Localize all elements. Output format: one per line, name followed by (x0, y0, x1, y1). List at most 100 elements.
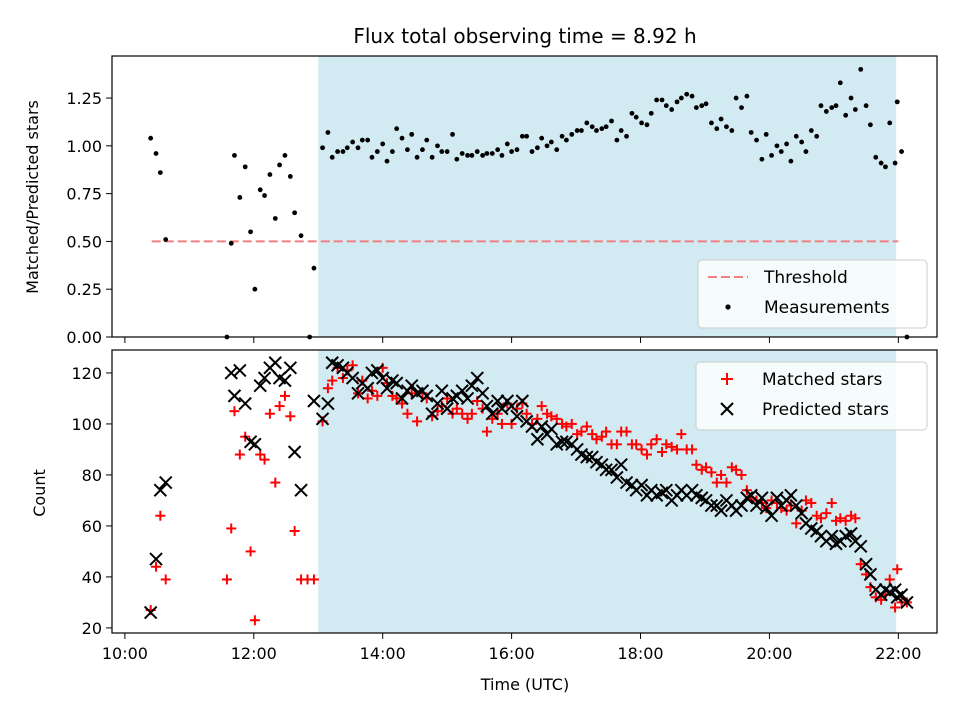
measurement-point (892, 160, 898, 166)
ratio-panel: 0.00 0.25 0.50 0.75 1.00 1.25 Matched/Predict… (23, 55, 938, 347)
measurement-point (739, 105, 744, 111)
predicted-star-point (243, 435, 258, 449)
predicted-star-point (159, 475, 173, 490)
predicted-star-point (248, 437, 262, 452)
measurement-point (778, 149, 784, 154)
measurement-point (548, 139, 554, 145)
ratio-legend: Threshold Measurements (697, 259, 928, 329)
measurement-point (718, 116, 724, 122)
predicted-star-point (495, 401, 509, 416)
measurement-point (899, 149, 904, 154)
matched-star-point (496, 418, 507, 429)
legend-threshold-label: Threshold (763, 268, 848, 288)
count-panel: 20 40 60 80 100 120 10:00 12:00 14:00 16:00 18:00 2… (30, 349, 938, 694)
measurement-point (633, 114, 639, 120)
y-tick-label: 20 (82, 619, 102, 638)
measurement-point (829, 105, 835, 111)
matched-star-point (657, 446, 667, 457)
predicted-star-point (395, 391, 409, 406)
predicted-star-point (149, 552, 163, 566)
measurement-point (519, 133, 525, 139)
legend-predicted-swatch (720, 402, 734, 416)
measurement-point (489, 151, 495, 156)
y-tick-label: 60 (82, 517, 102, 536)
matched-star-point (255, 449, 266, 460)
matched-star-point (546, 411, 557, 422)
predicted-star-point (375, 371, 390, 385)
measurement-point (837, 80, 843, 86)
measurement-point (589, 124, 595, 130)
matched-star-point (736, 469, 747, 480)
y-tick-label: 1.00 (66, 137, 102, 156)
measurement-point (365, 137, 371, 143)
matched-star-point (289, 526, 300, 537)
measurement-point (818, 103, 824, 109)
predicted-star-point (844, 526, 858, 541)
predicted-star-point (294, 483, 308, 497)
predicted-star-point (770, 491, 784, 505)
matched-star-point (566, 418, 577, 429)
predicted-star-point (580, 450, 594, 464)
predicted-star-point (634, 478, 649, 492)
predicted-star-point (380, 381, 394, 395)
matched-star-point (711, 477, 722, 488)
predicted-star-point (485, 407, 499, 421)
predicted-star-point (351, 386, 365, 401)
measurement-point (774, 143, 780, 149)
matched-star-point (771, 497, 782, 508)
x-axis-label: Time (UTC) (480, 675, 569, 694)
measurement-point (282, 153, 288, 158)
matched-star-point (621, 426, 632, 437)
matched-star-point (397, 398, 408, 409)
predicted-star-point (784, 488, 798, 503)
predicted-star-point (504, 399, 519, 413)
predicted-star-point (599, 463, 613, 477)
measurement-point (823, 109, 829, 114)
matched-star-point (892, 564, 903, 575)
predicted-star-point (544, 422, 559, 436)
measurement-point (678, 95, 684, 101)
y-tick-label: 40 (82, 568, 102, 587)
measurement-point (499, 153, 505, 158)
matched-star-point (561, 421, 572, 432)
x-tick-label: 14:00 (360, 644, 406, 663)
measurement-point (709, 120, 714, 126)
predicted-star-point (794, 506, 809, 520)
measurement-point (793, 133, 799, 139)
measurement-point (350, 139, 356, 145)
matched-star-point (821, 508, 832, 519)
matched-star-point (270, 477, 281, 488)
predicted-star-point (759, 501, 773, 515)
measurement-point (654, 97, 660, 103)
measurement-point (277, 162, 282, 168)
measurement-point (644, 122, 650, 128)
measurement-point (405, 147, 410, 153)
measurement-point (754, 137, 759, 143)
measurement-point (389, 149, 395, 154)
measurement-point (340, 149, 346, 154)
measurement-point (469, 153, 475, 158)
matched-star-point (279, 390, 290, 401)
predicted-star-point (490, 394, 505, 408)
measurement-point (262, 193, 267, 198)
x-tick-label: 20:00 (746, 644, 792, 663)
matched-star-point (884, 574, 895, 585)
measurement-point (703, 101, 709, 107)
measurement-point (574, 128, 580, 133)
matched-star-point (850, 513, 861, 524)
measurement-point (808, 128, 814, 133)
measurement-point (439, 149, 445, 154)
measurement-point (544, 143, 550, 149)
measurement-point (729, 128, 735, 133)
measurement-point (733, 95, 739, 101)
measurement-point (424, 137, 430, 143)
measurement-point (554, 147, 560, 153)
matched-star-point (234, 449, 245, 460)
measurement-point (873, 154, 879, 160)
y-tick-label: 0.50 (66, 232, 102, 251)
predicted-star-point (900, 595, 914, 610)
measurement-point (714, 126, 720, 132)
matched-star-point (412, 416, 423, 427)
x-tick-label: 10:00 (102, 644, 148, 663)
measurement-point (480, 153, 486, 158)
